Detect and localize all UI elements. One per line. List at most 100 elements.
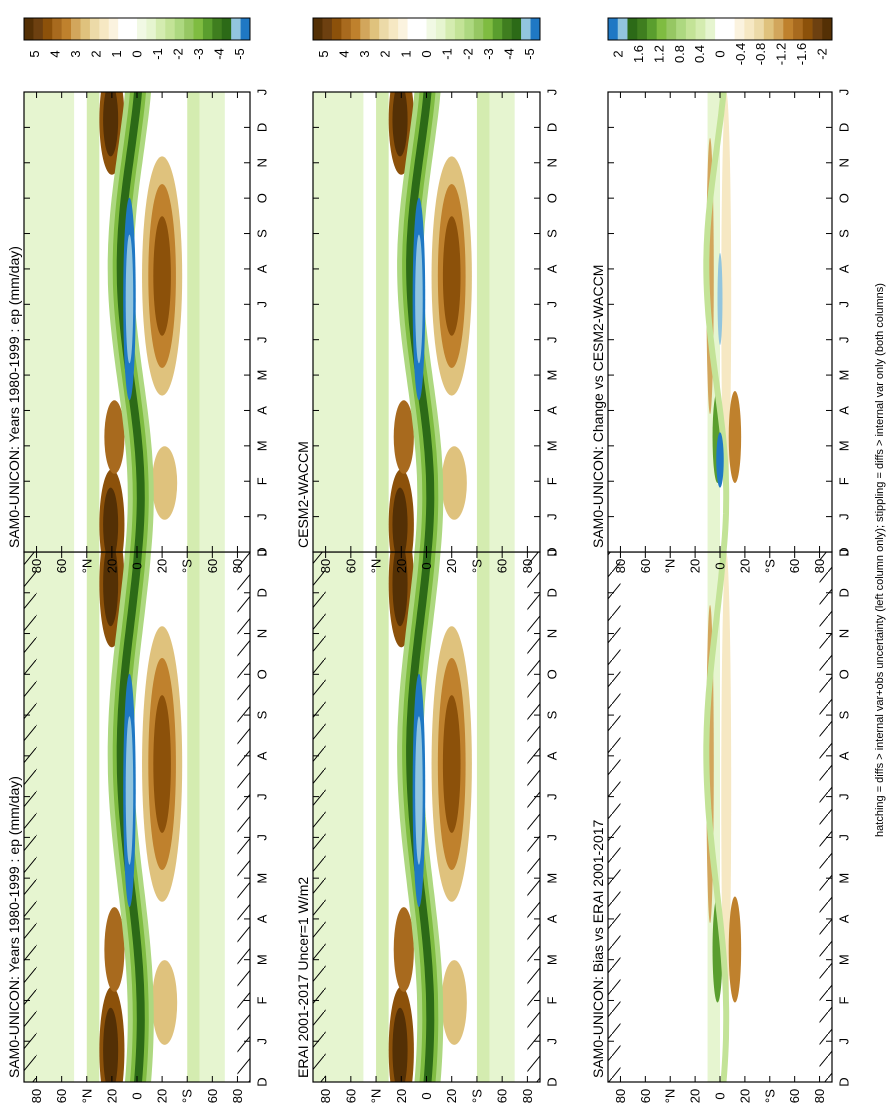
y-tick-label: 60	[638, 559, 653, 573]
colorbar-cell	[646, 18, 657, 40]
x-tick-label: A	[837, 406, 852, 415]
hatch-sh	[819, 552, 832, 1082]
y-tick-label: 60	[54, 1089, 69, 1103]
colorbar-label: 0	[419, 50, 434, 57]
colorbar-cell	[822, 18, 833, 40]
x-tick-label: J	[545, 1038, 560, 1045]
y-tick-label: 80	[29, 559, 44, 573]
x-tick-label: D	[255, 1077, 270, 1086]
colorbar-label: 4	[47, 50, 62, 57]
x-tick-label: J	[837, 513, 852, 520]
x-tick-label: S	[837, 229, 852, 238]
hatch-nh	[608, 552, 621, 1082]
y-tick-label: 80	[520, 559, 535, 573]
colorbar-label: -4	[502, 48, 517, 60]
x-tick-label: J	[545, 89, 560, 96]
colorbar-cell	[812, 18, 823, 40]
y-tick-label: °N	[369, 1089, 384, 1103]
y-tick-label: 80	[520, 1089, 535, 1103]
y-tick-label: 60	[54, 559, 69, 573]
x-tick-label: M	[255, 954, 270, 965]
x-tick-label: O	[255, 193, 270, 203]
colorbar-label: -0.4	[733, 43, 748, 65]
y-tick-label: 0	[713, 562, 728, 569]
colorbar-cell	[379, 18, 389, 40]
colorbar-cell	[127, 18, 138, 40]
colorbar-field-2: 5 4 3 2 1 0 -1 -2 -3 -4 -5	[312, 17, 541, 60]
x-tick-label: D	[545, 547, 560, 556]
x-tick-label: S	[255, 229, 270, 238]
x-tick-label: M	[255, 370, 270, 381]
colorbar-cell	[473, 18, 484, 40]
y-tick-label: 60	[205, 559, 220, 573]
dry-nh-core	[392, 487, 408, 552]
colorbar-label: 3	[357, 50, 372, 57]
dry-sh-summer	[441, 960, 467, 1045]
colorbar-frame	[607, 17, 833, 41]
y-tick-label: 20	[737, 559, 752, 573]
x-tick-label: J	[545, 793, 560, 800]
y-tick-label: 60	[343, 1089, 358, 1103]
colorbar-cell	[137, 18, 147, 40]
x-tick-label: D	[545, 588, 560, 597]
x-tick-label: D	[837, 588, 852, 597]
colorbar-cell	[202, 18, 213, 40]
colorbar-cell	[666, 18, 677, 40]
itcz-max-core	[415, 716, 423, 865]
x-tick-label: M	[837, 370, 852, 381]
colorbar-cell	[52, 18, 62, 40]
colorbar-cell	[608, 18, 619, 40]
y-tick-label: 80	[318, 559, 333, 573]
band-sh-high	[489, 552, 515, 1082]
colorbar-cell	[483, 18, 494, 40]
band-sh-polar	[514, 92, 540, 552]
x-tick-label: S	[545, 229, 560, 238]
band-nh-mid	[86, 552, 100, 1082]
x-tick-label: D	[837, 547, 852, 556]
colorbar-cell	[676, 18, 687, 40]
panel-title: SAM0-UNICON: Change vs CESM2-WACCM	[590, 265, 606, 548]
colorbar-label: -5	[522, 48, 537, 60]
dry-nh-core2	[392, 92, 408, 157]
x-tick-label: J	[255, 549, 270, 556]
x-tick-label: A	[837, 751, 852, 760]
y-tick-label: °N	[369, 559, 384, 574]
band-nh-mid	[86, 92, 100, 552]
colorbar-label: 2	[611, 50, 626, 57]
hatch-sh	[527, 552, 540, 1082]
y-tick-label: °N	[663, 559, 678, 574]
x-tick-label: J	[837, 549, 852, 556]
y-tick-label: °S	[762, 559, 777, 573]
colorbar-cell	[502, 18, 512, 40]
dry-nh-spring	[393, 907, 414, 992]
colorbar-cell	[71, 18, 81, 40]
x-tick-label: D	[255, 588, 270, 597]
y-tick-label: °S	[469, 1089, 484, 1103]
colorbar-cell	[221, 18, 232, 40]
dry-sh-core	[442, 695, 461, 833]
y-tick-label: 80	[230, 1089, 245, 1103]
colorbar-field-1: 5 4 3 2 1 0 -1 -2 -3 -4 -5	[23, 17, 251, 60]
x-tick-label: M	[255, 440, 270, 451]
dry-sh-core	[153, 695, 171, 833]
colorbar-cell	[174, 18, 185, 40]
y-tick-label: 20	[394, 1089, 409, 1103]
dry-sh-summer	[152, 446, 178, 520]
colorbar-cell	[744, 18, 755, 40]
colorbar-cell	[165, 18, 175, 40]
band-nh-high	[313, 92, 364, 552]
dry-nh-core	[103, 1007, 119, 1082]
x-tick-label: N	[255, 158, 270, 167]
colorbar-cell	[435, 18, 446, 40]
colorbar-label: -1	[150, 48, 165, 60]
x-tick-label: F	[545, 996, 560, 1004]
panel-field	[24, 92, 250, 552]
colorbar-label: -3	[191, 48, 206, 60]
y-tick-label: 60	[638, 1089, 653, 1103]
band-sh-polar	[224, 92, 250, 552]
y-tick-label: °S	[180, 1089, 195, 1103]
colorbar-label: -0.8	[753, 43, 768, 65]
